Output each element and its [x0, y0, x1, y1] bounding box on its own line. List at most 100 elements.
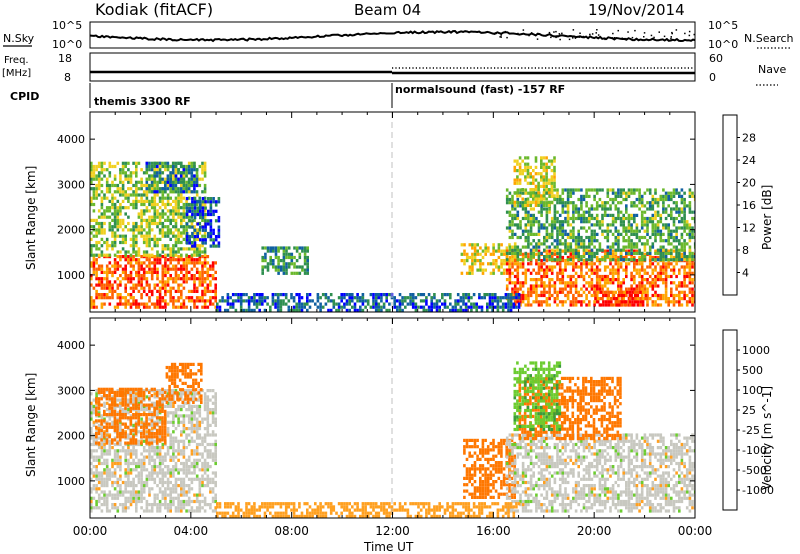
- heat-cell: [119, 274, 122, 278]
- heat-cell: [201, 200, 205, 204]
- heat-cell: [193, 161, 196, 165]
- heat-cell: [507, 296, 510, 300]
- heat-cell: [496, 299, 500, 303]
- heat-cell: [282, 259, 286, 263]
- heat-cell: [481, 271, 485, 275]
- heat-cell: [535, 216, 538, 221]
- heat-cell: [90, 174, 93, 178]
- heat-cell: [545, 245, 549, 249]
- heat-cell: [187, 190, 191, 194]
- heat-cell: [488, 296, 492, 300]
- heat-cell: [111, 228, 114, 232]
- heat-cell: [113, 237, 117, 241]
- heat-cell: [646, 223, 649, 227]
- heat-cell: [156, 237, 159, 241]
- heat-cell: [511, 207, 514, 211]
- heat-cell: [156, 503, 159, 507]
- heat-cell: [180, 296, 183, 300]
- heat-cell: [135, 171, 138, 175]
- heat-cell: [156, 171, 159, 175]
- heat-cell: [185, 247, 188, 251]
- heat-cell: [537, 249, 541, 253]
- heat-cell: [182, 258, 186, 262]
- heat-cell: [274, 252, 278, 256]
- heat-cell: [140, 296, 143, 300]
- heat-cell: [585, 258, 588, 262]
- heat-cell: [664, 258, 668, 262]
- heat-cell: [164, 267, 167, 271]
- heat-cell: [171, 190, 175, 194]
- heat-cell: [499, 299, 502, 303]
- heat-cell: [446, 293, 449, 297]
- heat-cell: [272, 246, 275, 250]
- heat-cell: [667, 239, 670, 243]
- heat-cell: [574, 300, 578, 304]
- nsearch-dot: [597, 34, 600, 36]
- heat-cell: [556, 216, 559, 221]
- heat-cell: [124, 480, 127, 485]
- nsearch-dot: [670, 37, 672, 40]
- heat-cell: [374, 308, 378, 312]
- heat-cell: [617, 278, 620, 282]
- heat-cell: [145, 449, 149, 453]
- heat-cell: [261, 293, 264, 297]
- heat-cell: [119, 218, 122, 222]
- heat-cell: [188, 206, 191, 210]
- heat-cell: [293, 246, 296, 250]
- heat-cell: [545, 201, 549, 205]
- heat-cell: [158, 296, 162, 300]
- heat-cell: [532, 220, 535, 224]
- heat-cell: [640, 284, 644, 288]
- heat-cell: [564, 201, 567, 205]
- heat-cell: [693, 194, 695, 198]
- heat-cell: [209, 299, 212, 303]
- nsearch-dot: [617, 29, 619, 32]
- heat-cell: [582, 245, 586, 249]
- heat-cell: [279, 259, 283, 263]
- heat-cell: [585, 229, 588, 233]
- heat-cell: [150, 289, 154, 293]
- heat-cell: [569, 229, 573, 233]
- heat-cell: [643, 284, 647, 288]
- heat-cell: [129, 484, 133, 488]
- heat-cell: [145, 430, 149, 434]
- heat-cell: [639, 290, 642, 294]
- heat-cell: [153, 404, 157, 408]
- heat-cell: [108, 417, 112, 421]
- heat-cell: [105, 206, 109, 210]
- heat-cell: [556, 226, 559, 230]
- heat-cell: [580, 194, 583, 198]
- heat-cell: [216, 305, 219, 309]
- heat-cell: [119, 493, 122, 497]
- heat-cell: [547, 191, 551, 195]
- heat-cell: [100, 490, 104, 494]
- heat-cell: [108, 215, 112, 219]
- heat-cell: [129, 180, 133, 184]
- heat-cell: [564, 251, 567, 255]
- heat-cell: [451, 308, 455, 312]
- heat-cell: [588, 242, 591, 246]
- heat-cell: [646, 303, 649, 307]
- heat-cell: [547, 200, 551, 204]
- heat-cell: [97, 471, 101, 475]
- heat-cell: [190, 171, 194, 175]
- heat-cell: [198, 247, 202, 251]
- heat-cell: [577, 265, 580, 269]
- heat-cell: [111, 164, 114, 169]
- heat-cell: [542, 178, 546, 182]
- heat-cell: [435, 299, 439, 303]
- heat-cell: [636, 290, 640, 294]
- heat-cell: [180, 180, 183, 184]
- heat-cell: [639, 300, 642, 304]
- heat-cell: [617, 271, 620, 275]
- heat-cell: [116, 389, 120, 393]
- heat-cell: [105, 433, 109, 437]
- heat-cell: [516, 251, 520, 255]
- heat-cell: [119, 449, 122, 453]
- heat-cell: [172, 234, 175, 238]
- heat-cell: [675, 216, 678, 221]
- heat-cell: [646, 242, 649, 246]
- heat-cell: [545, 169, 548, 173]
- heat-cell: [298, 265, 302, 269]
- heat-cell: [158, 289, 162, 293]
